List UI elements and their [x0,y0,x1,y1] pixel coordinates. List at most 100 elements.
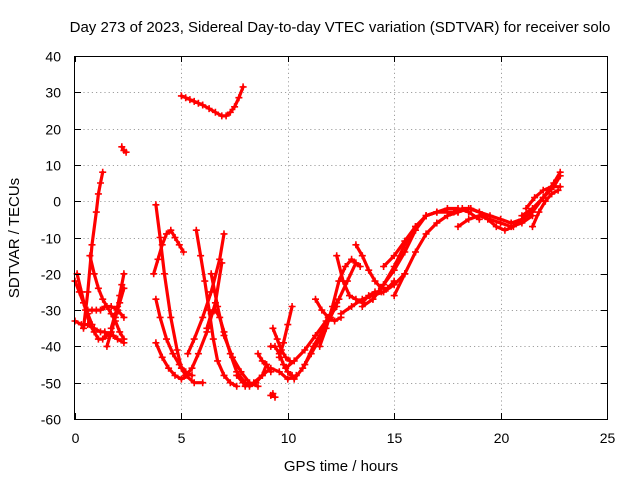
data-point [341,263,349,270]
series-arc-13 [152,339,192,383]
data-point [380,263,388,270]
data-point [258,371,266,379]
data-point [348,303,356,310]
data-point [94,284,102,292]
y-tick-label: 40 [45,49,61,65]
data-point [190,335,198,343]
data-point [401,237,409,245]
data-point [352,241,360,249]
data-point [118,143,126,151]
data-point [122,148,130,156]
data-point [284,368,292,376]
data-point [529,205,536,212]
data-point [390,292,398,300]
data-point [312,295,319,303]
chart-title: Day 273 of 2023, Sidereal Day-to-day VTE… [70,19,611,36]
y-tick-label: -30 [41,303,61,319]
data-point [282,364,290,372]
data-point [197,252,205,260]
series-arc-04 [80,168,107,332]
data-point [529,223,536,231]
data-point [190,97,198,105]
data-point [290,357,298,365]
data-point [165,364,173,372]
data-point [188,364,196,372]
data-point [190,379,198,387]
data-point [114,335,122,343]
y-tick-label: 30 [45,85,61,101]
series-arc-40 [454,212,536,231]
data-point [539,194,547,202]
data-point [220,230,228,238]
data-point [284,375,292,383]
data-point [358,252,366,260]
data-point [465,215,473,223]
data-point [103,303,111,310]
data-point [301,361,309,369]
data-point [365,266,373,274]
data-point [207,270,215,278]
data-point [433,219,441,227]
data-point [120,335,128,343]
data-point [194,350,202,358]
y-tick-label: -40 [41,339,61,355]
series-arc-18 [207,270,262,390]
data-point [369,295,377,303]
data-point [77,288,85,296]
data-point [90,270,98,278]
data-point [501,226,509,234]
data-point [163,335,170,343]
data-point [412,223,419,231]
data-point [97,306,104,314]
data-point [467,205,475,212]
data-point [171,234,179,241]
data-point [199,101,207,109]
data-point [346,292,353,300]
data-point [175,361,183,369]
data-point [241,382,249,390]
tick-labels: 0 5 10 15 20 25 -60 -50 -40 -30 -20 -10 0 10 20 30 40 [41,49,616,447]
data-point [186,96,194,104]
series-arc-44 [522,183,564,212]
data-point [90,328,98,336]
data-point [229,353,236,361]
data-point [422,212,430,220]
data-point [269,390,277,398]
data-point [271,393,279,401]
data-point [107,324,115,332]
data-point [239,379,247,387]
series-arc-16 [192,226,241,390]
data-point [258,357,266,365]
data-point [156,234,164,241]
data-point [88,241,96,249]
series-arc-09 [118,143,130,156]
data-point [275,353,283,361]
data-point [539,186,547,194]
data-point [160,270,168,278]
data-point [329,303,336,310]
data-point [201,277,209,285]
data-point [214,357,222,365]
y-tick-label: -50 [41,376,61,392]
data-point [384,284,392,292]
data-point [114,303,122,310]
series-arc-19 [177,83,247,120]
series-arc-22 [254,350,275,376]
y-tick-label: -60 [41,412,61,428]
data-point [318,306,326,314]
data-point [233,382,241,390]
data-point [167,313,175,321]
data-point [222,112,230,120]
data-point [301,346,309,354]
series-arc-23 [267,390,279,401]
data-point [239,83,247,91]
data-point [522,205,530,212]
data-point [358,295,366,303]
data-point [184,350,192,358]
series-arc-11 [150,226,187,278]
data-point [422,230,430,238]
x-tick-label: 25 [600,430,616,446]
data-point [548,190,556,198]
data-point [173,346,181,354]
